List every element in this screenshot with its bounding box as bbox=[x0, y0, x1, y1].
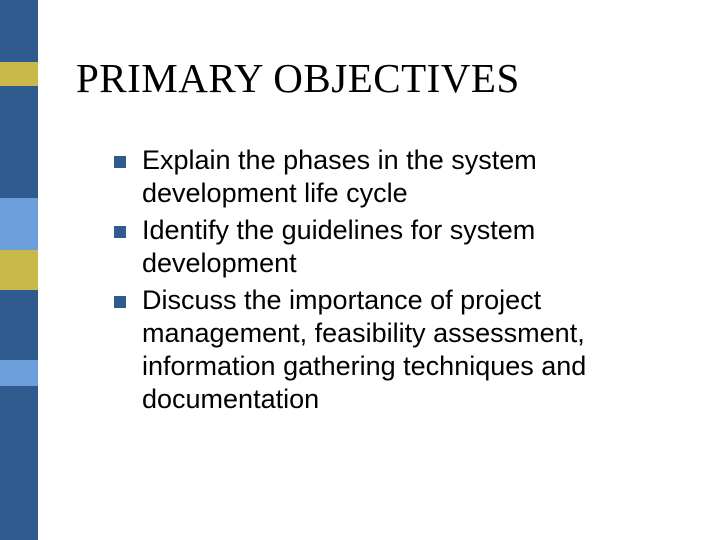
slide-content: PRIMARY OBJECTIVES Explain the phases in… bbox=[76, 54, 676, 420]
sidebar-block bbox=[0, 360, 38, 386]
bullet-square-icon bbox=[114, 296, 126, 308]
sidebar-block bbox=[0, 290, 38, 360]
sidebar-block bbox=[0, 86, 38, 198]
bullet-list: Explain the phases in the system develop… bbox=[114, 144, 676, 416]
sidebar-block bbox=[0, 386, 38, 540]
bullet-square-icon bbox=[114, 226, 126, 238]
bullet-text: Explain the phases in the system develop… bbox=[142, 144, 676, 210]
sidebar-block bbox=[0, 198, 38, 250]
bullet-text: Discuss the importance of project manage… bbox=[142, 284, 676, 416]
sidebar-block bbox=[0, 0, 38, 62]
sidebar-block bbox=[0, 62, 38, 86]
list-item: Explain the phases in the system develop… bbox=[114, 144, 676, 210]
slide-title: PRIMARY OBJECTIVES bbox=[76, 54, 676, 102]
sidebar-decoration bbox=[0, 0, 38, 540]
bullet-text: Identify the guidelines for system devel… bbox=[142, 214, 676, 280]
list-item: Identify the guidelines for system devel… bbox=[114, 214, 676, 280]
sidebar-block bbox=[0, 250, 38, 290]
list-item: Discuss the importance of project manage… bbox=[114, 284, 676, 416]
bullet-square-icon bbox=[114, 156, 126, 168]
